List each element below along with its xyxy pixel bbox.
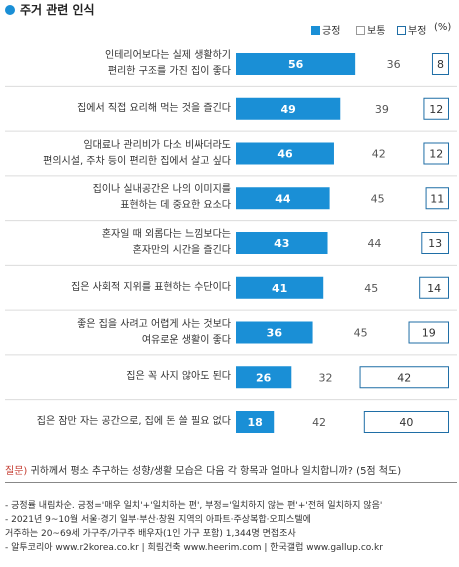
bar-positive	[236, 232, 328, 254]
legend-positive-label: 긍정	[322, 26, 341, 37]
bar-negative	[419, 276, 449, 299]
bar-negative	[408, 321, 449, 344]
bar-positive	[236, 187, 330, 210]
data-label-negative: 40	[399, 416, 413, 429]
data-label-positive: 49	[281, 103, 296, 116]
data-label-neutral: 44	[367, 237, 381, 250]
bar-neutral	[355, 53, 432, 75]
legend-positive-swatch	[311, 26, 320, 35]
data-label-positive: 26	[256, 371, 272, 384]
category-label: 집에서 직접 요리해 먹는 것을 즐긴다	[77, 102, 231, 114]
data-label-negative: 13	[428, 237, 442, 250]
category-label: 집은 꼭 사지 않아도 된다	[126, 371, 231, 383]
data-label-neutral: 36	[387, 58, 401, 71]
note-survey-sample: 거주하는 20~69세 가구주/가구주 배우자(1인 가구 포함) 1,344명…	[5, 529, 296, 539]
bar-negative	[423, 97, 450, 120]
data-label-negative: 42	[397, 371, 411, 384]
data-label-negative: 12	[429, 103, 443, 116]
data-label-positive: 56	[288, 58, 304, 71]
bar-negative	[425, 187, 450, 210]
bar-neutral	[333, 142, 424, 165]
bar-negative	[423, 142, 450, 165]
bar-positive	[236, 97, 341, 120]
survey-question: 질문) 귀하께서 평소 추구하는 성향/생활 모습은 다음 각 항목과 얼마나 …	[5, 462, 457, 477]
bar-negative	[359, 366, 450, 389]
chart-title: 주거 관련 인식	[20, 3, 95, 17]
bar-neutral	[340, 97, 424, 120]
note-sort: - 긍정률 내림차순. 긍정='매우 일치'+'일치하는 편', 부정='일치하…	[5, 501, 383, 511]
data-label-negative: 14	[427, 282, 441, 295]
stacked-bar-chart: 56 36 8 49 39 12 46 42 12 44 45 11 43 44 13 41 45 14 36 45 1…	[5, 53, 457, 433]
data-label-neutral: 45	[364, 282, 378, 295]
bar-negative	[431, 53, 449, 75]
title-bullet-icon	[5, 5, 15, 15]
note-sources: - 알투코리아 www.r2korea.co.kr | 희림건축 www.hee…	[5, 543, 383, 553]
category-label: 좋은 집을 사려고 어렵게 사는 것보다 여유로운 생활이 좋다	[77, 318, 231, 346]
category-label: 집은 사회적 지위를 표현하는 수단이다	[71, 281, 231, 293]
data-label-neutral: 45	[371, 192, 385, 205]
legend-neutral-swatch	[356, 26, 365, 35]
legend-positive: 긍정	[311, 22, 341, 37]
bar-positive	[236, 276, 324, 299]
bar-neutral	[323, 276, 420, 299]
category-label: 혼자일 때 외롭다는 느낌보다는 혼자만의 시간을 즐긴다	[101, 229, 231, 256]
data-label-positive: 46	[277, 148, 293, 161]
data-label-negative: 12	[429, 148, 443, 161]
bar-positive	[236, 366, 292, 389]
bar-positive	[236, 142, 334, 165]
bar-neutral	[274, 411, 364, 433]
bar-neutral	[327, 232, 422, 254]
data-label-neutral: 39	[375, 103, 389, 116]
data-label-neutral: 42	[372, 148, 386, 161]
data-label-negative: 8	[437, 58, 444, 71]
data-label-positive: 36	[267, 327, 283, 340]
data-label-neutral: 32	[318, 371, 332, 384]
bar-positive	[236, 321, 313, 344]
category-label: 집은 잠만 자는 공간으로, 집에 돈 쓸 필요 없다	[36, 416, 231, 427]
question-key: 질문)	[5, 466, 28, 477]
data-label-neutral: 42	[312, 416, 326, 429]
legend-unit: (%)	[434, 22, 452, 33]
legend-negative: 부정	[397, 22, 427, 37]
legend-negative-label: 부정	[408, 26, 427, 37]
legend-negative-swatch	[397, 26, 406, 35]
data-label-negative: 11	[430, 192, 444, 205]
category-label: 임대료나 관리비가 다소 비싸더라도 편의시설, 주차 등이 편리한 집에서 살…	[43, 139, 231, 167]
bar-negative	[421, 232, 449, 254]
bar-neutral	[329, 187, 426, 210]
bar-positive	[236, 53, 356, 75]
data-label-positive: 18	[248, 416, 263, 429]
data-label-neutral: 45	[354, 327, 368, 340]
bar-negative	[363, 411, 449, 433]
category-label: 집이나 실내공간은 나의 이미지를 표현하는 데 중요한 요소다	[92, 184, 231, 212]
data-label-positive: 43	[274, 237, 289, 250]
category-label: 인테리어보다는 실제 생활하기 편리한 구조를 가진 집이 좋다	[105, 50, 231, 77]
note-survey-period: - 2021년 9~10월 서울·경기 일부·부산·창원 지역의 아파트·주상복…	[5, 515, 311, 525]
bar-positive	[236, 411, 275, 433]
data-label-positive: 41	[272, 282, 287, 295]
data-label-positive: 44	[275, 192, 291, 205]
question-text: 귀하께서 평소 추구하는 성향/생활 모습은 다음 각 항목과 얼마나 일치합니…	[30, 466, 402, 477]
divider	[5, 482, 457, 483]
legend-neutral-label: 보통	[367, 26, 386, 37]
legend-neutral: 보통	[356, 22, 386, 37]
data-label-negative: 19	[422, 327, 436, 340]
bar-neutral	[291, 366, 360, 389]
bar-neutral	[312, 321, 409, 344]
